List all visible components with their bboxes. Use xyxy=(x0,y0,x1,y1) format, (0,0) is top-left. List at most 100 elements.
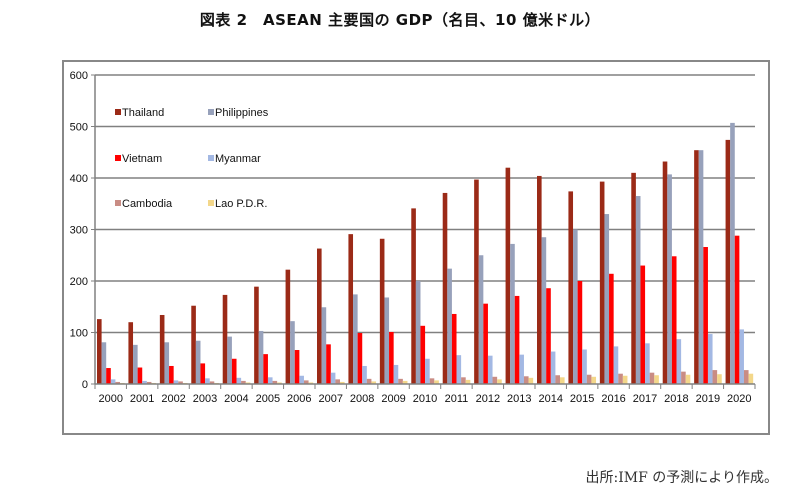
y-tick-label: 300 xyxy=(70,225,88,237)
source-note: 出所:IMF の予測により作成。 xyxy=(585,470,778,486)
y-tick-label: 100 xyxy=(70,328,88,340)
bar-vietnam-2016 xyxy=(609,273,614,384)
bar-thailand-2017 xyxy=(631,172,636,384)
bar-vietnam-2011 xyxy=(451,313,457,384)
legend-label: Lao P.D.R. xyxy=(215,198,267,210)
bar-vietnam-2017 xyxy=(640,265,646,384)
bar-vietnam-2005 xyxy=(263,354,268,384)
bar-cambodia-2003 xyxy=(209,381,215,384)
bar-philippines-2017 xyxy=(635,196,641,384)
bar-philippines-2006 xyxy=(290,321,295,384)
bar-lao-p-d-r-2008 xyxy=(371,381,377,384)
bar-philippines-2013 xyxy=(510,243,515,384)
bar-vietnam-2009 xyxy=(389,331,394,384)
bar-thailand-2011 xyxy=(442,192,448,384)
bar-vietnam-2015 xyxy=(577,281,583,384)
bar-cambodia-2015 xyxy=(586,374,592,384)
bars xyxy=(97,122,754,385)
bar-vietnam-2006 xyxy=(294,350,300,384)
x-axis: 2000 2001 2002 2003 2004 2005 2006 2007 2008 2009… xyxy=(94,383,756,405)
x-tick-label: 2009 xyxy=(381,393,405,405)
bar-myanmar-2012 xyxy=(487,355,493,384)
bar-lao-p-d-r-2018 xyxy=(685,374,691,384)
x-tick-label: 2002 xyxy=(161,393,185,405)
bar-cambodia-2004 xyxy=(241,380,246,384)
x-tick-label: 2013 xyxy=(507,393,531,405)
bar-thailand-2010 xyxy=(411,208,416,384)
bar-thailand-2019 xyxy=(694,150,699,384)
legend-swatch xyxy=(208,155,214,161)
bar-thailand-2008 xyxy=(348,234,354,384)
legend-swatch xyxy=(115,109,121,115)
bar-cambodia-2008 xyxy=(366,378,372,384)
bar-cambodia-2000 xyxy=(115,381,120,384)
bar-lao-p-d-r-2006 xyxy=(308,382,314,384)
x-tick-label: 2004 xyxy=(224,393,248,405)
bar-thailand-2009 xyxy=(379,238,385,384)
bar-cambodia-2018 xyxy=(681,371,686,384)
bar-myanmar-2018 xyxy=(676,339,682,384)
bar-vietnam-2012 xyxy=(483,303,488,384)
bar-vietnam-2001 xyxy=(137,367,143,384)
y-tick-label: 200 xyxy=(70,276,88,288)
bar-philippines-2011 xyxy=(447,268,452,384)
bar-vietnam-2000 xyxy=(106,368,111,384)
legend-swatch xyxy=(208,200,214,206)
x-tick-label: 2008 xyxy=(350,393,374,405)
bar-myanmar-2010 xyxy=(425,358,430,384)
bar-philippines-2018 xyxy=(667,174,672,384)
bar-myanmar-2004 xyxy=(236,377,242,384)
y-axis-ticks: 0 100 200 300 400 500 600 xyxy=(70,70,96,391)
bar-myanmar-2001 xyxy=(142,380,147,384)
x-tick-label: 2000 xyxy=(98,393,122,405)
bar-myanmar-2007 xyxy=(330,372,336,384)
bar-cambodia-2006 xyxy=(303,380,309,384)
bar-thailand-2016 xyxy=(599,181,605,384)
bar-cambodia-2017 xyxy=(649,372,655,384)
bar-thailand-2007 xyxy=(317,248,322,384)
bar-philippines-2000 xyxy=(101,342,107,384)
x-tick-label: 2020 xyxy=(727,393,751,405)
bar-lao-p-d-r-2016 xyxy=(622,375,628,384)
bar-lao-p-d-r-2010 xyxy=(434,380,439,384)
bar-philippines-2020 xyxy=(730,122,735,385)
legend-label: Thailand xyxy=(122,107,164,119)
bar-cambodia-2009 xyxy=(398,378,403,384)
bar-lao-p-d-r-2009 xyxy=(402,380,408,384)
bar-myanmar-2014 xyxy=(550,351,556,384)
bar-vietnam-2019 xyxy=(703,247,708,384)
x-tick-label: 2003 xyxy=(193,393,217,405)
bar-philippines-2005 xyxy=(258,330,264,384)
x-tick-label: 2001 xyxy=(130,393,154,405)
bar-vietnam-2018 xyxy=(671,256,677,384)
bar-lao-p-d-r-2019 xyxy=(717,374,722,384)
x-tick-label: 2006 xyxy=(287,393,311,405)
bar-vietnam-2004 xyxy=(231,358,237,384)
bar-cambodia-2002 xyxy=(178,381,183,384)
bar-myanmar-2020 xyxy=(739,329,744,384)
legend-swatch xyxy=(115,200,121,206)
bar-cambodia-2005 xyxy=(272,380,278,384)
y-tick-label: 0 xyxy=(82,379,88,391)
bar-thailand-2015 xyxy=(568,191,574,384)
bar-myanmar-2013 xyxy=(519,354,524,384)
bar-philippines-2001 xyxy=(133,344,138,384)
bar-lao-p-d-r-2017 xyxy=(654,375,659,384)
legend: Thailand Philippines Vietnam Myanmar Cambodi… xyxy=(115,107,269,210)
x-tick-label: 2019 xyxy=(696,393,720,405)
bar-philippines-2012 xyxy=(478,255,484,384)
bar-myanmar-2017 xyxy=(645,343,650,384)
bar-myanmar-2009 xyxy=(393,364,399,384)
bar-thailand-2018 xyxy=(662,161,668,384)
bar-vietnam-2002 xyxy=(169,365,174,384)
bar-cambodia-2019 xyxy=(712,370,718,384)
chart-frame xyxy=(62,60,770,435)
bar-philippines-2002 xyxy=(164,342,170,384)
bar-vietnam-2013 xyxy=(514,295,520,384)
bar-vietnam-2020 xyxy=(734,235,740,384)
bar-lao-p-d-r-2007 xyxy=(340,381,345,384)
bar-myanmar-2005 xyxy=(267,377,273,384)
bar-philippines-2008 xyxy=(353,294,358,384)
bar-thailand-2013 xyxy=(505,167,511,384)
